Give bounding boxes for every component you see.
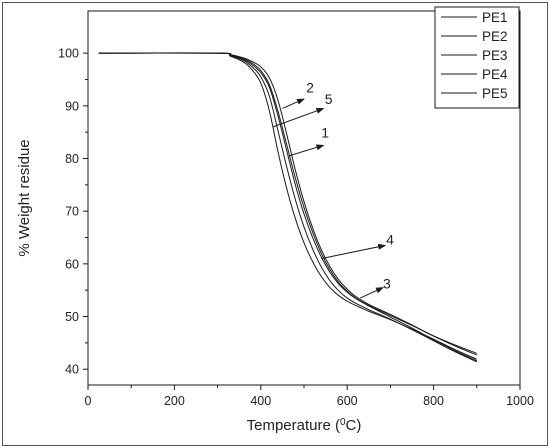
legend-label-pe5: PE5: [482, 86, 508, 101]
annotation-arrow-5: [272, 107, 325, 128]
y-tick-label: 70: [65, 205, 79, 219]
series-line-pe5: [98, 52, 478, 363]
annotation-label-1: 1: [321, 124, 329, 140]
x-tick-label: 400: [250, 394, 271, 408]
series-line-pe1: [98, 52, 478, 362]
x-tick-label: 800: [423, 394, 444, 408]
x-tick-label: 1000: [506, 394, 534, 408]
y-tick-label: 80: [65, 152, 79, 166]
series-line-pe4: [98, 52, 477, 354]
y-tick-label: 60: [65, 257, 79, 271]
annotation-arrow-3: [359, 287, 384, 299]
x-axis-title-main: Temperature (: [247, 417, 340, 434]
series-line-pe3: [98, 52, 477, 356]
legend-label-pe1: PE1: [482, 10, 508, 25]
y-tick-label: 90: [65, 99, 79, 113]
x-axis-title-superscript: 0: [340, 417, 346, 428]
legend-label-pe4: PE4: [482, 67, 508, 82]
y-tick-label: 50: [65, 310, 79, 324]
annotation-label-4: 4: [386, 231, 394, 247]
y-tick-label: 40: [65, 363, 79, 377]
y-tick-label: 100: [58, 47, 79, 61]
legend: PE1 PE2 PE3 PE4 PE5: [434, 6, 520, 109]
legend-label-pe2: PE2: [482, 29, 508, 44]
x-tick-label: 200: [164, 394, 185, 408]
x-axis-title-end: C): [346, 417, 362, 434]
x-axis-title: Temperature (0C): [247, 417, 362, 435]
annotation-arrow-4: [321, 243, 387, 260]
legend-box: [434, 6, 520, 109]
y-axis-title: % Weight residue: [16, 139, 33, 256]
x-tick-label: 600: [337, 394, 358, 408]
annotation-label-3: 3: [383, 276, 391, 292]
annotation-label-2: 2: [306, 80, 314, 96]
x-tick-label: 0: [85, 394, 92, 408]
legend-label-pe3: PE3: [482, 48, 508, 63]
annotation-arrow-1: [288, 144, 325, 157]
annotation-arrow-2: [282, 98, 305, 109]
annotation-label-5: 5: [325, 91, 333, 107]
series-line-pe2: [98, 52, 478, 360]
